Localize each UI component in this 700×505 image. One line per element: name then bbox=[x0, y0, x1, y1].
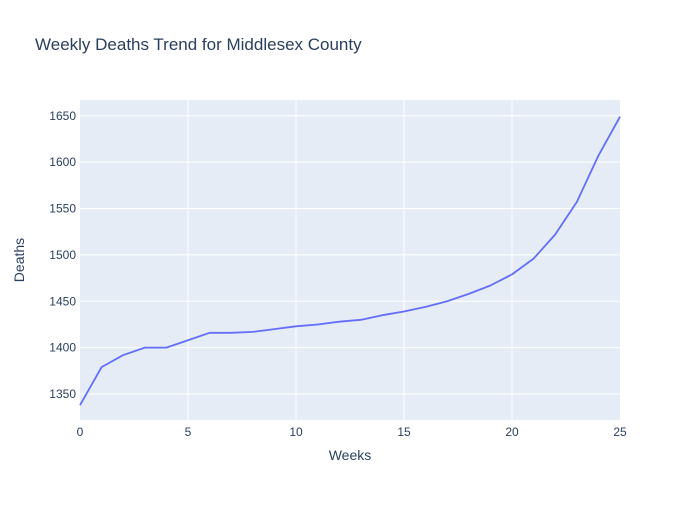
tick-labels: 0 5 10 15 20 25 1350 1400 1450 1500 1550 1600 1650 bbox=[49, 109, 627, 439]
chart-title: Weekly Deaths Trend for Middlesex County bbox=[35, 35, 362, 54]
x-tick-label: 5 bbox=[185, 425, 192, 439]
x-tick-label: 15 bbox=[397, 425, 411, 439]
y-tick-label: 1500 bbox=[49, 248, 76, 262]
plot-background bbox=[80, 100, 620, 420]
y-tick-label: 1450 bbox=[49, 294, 76, 308]
grid-layer bbox=[80, 100, 620, 420]
series-line bbox=[79, 116, 621, 406]
y-tick-label: 1400 bbox=[49, 341, 76, 355]
y-tick-label: 1650 bbox=[49, 109, 76, 123]
x-tick-label: 25 bbox=[613, 425, 627, 439]
y-tick-label: 1600 bbox=[49, 155, 76, 169]
x-axis-label: Weeks bbox=[329, 447, 372, 463]
y-axis-label: Deaths bbox=[11, 238, 27, 282]
x-tick-label: 20 bbox=[505, 425, 519, 439]
y-tick-label: 1550 bbox=[49, 202, 76, 216]
y-tick-label: 1350 bbox=[49, 387, 76, 401]
x-tick-label: 10 bbox=[289, 425, 303, 439]
x-tick-label: 0 bbox=[77, 425, 84, 439]
